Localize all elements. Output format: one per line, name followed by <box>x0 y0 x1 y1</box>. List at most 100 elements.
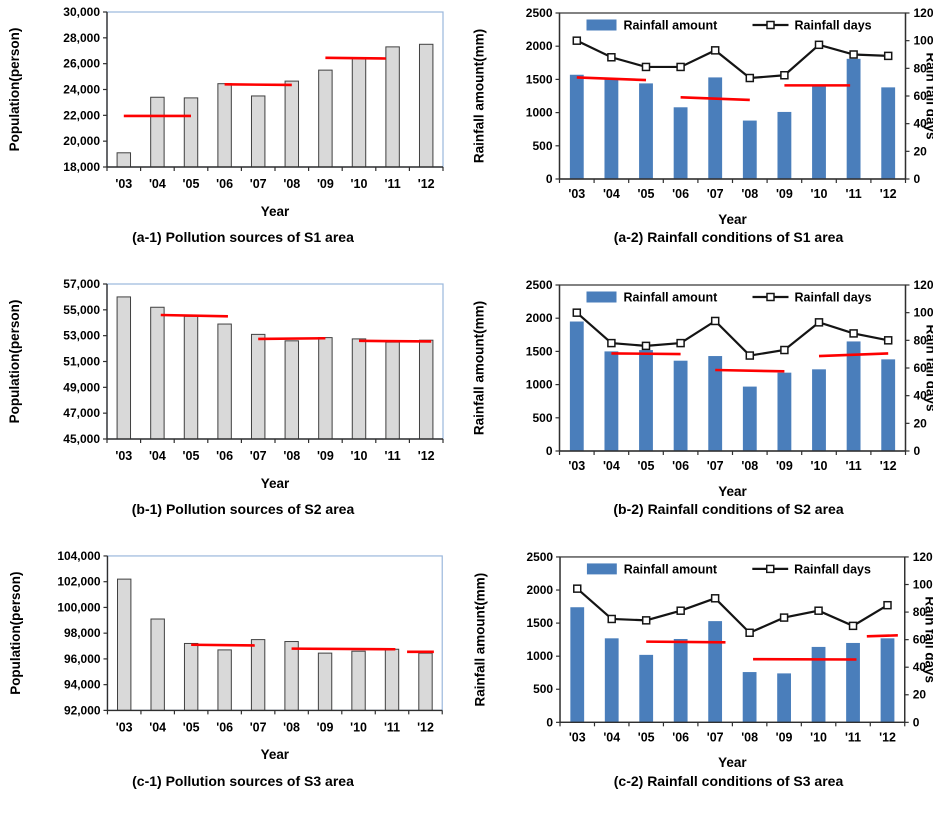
rainfall-amount-bar-'09 <box>777 673 791 723</box>
rainfall-days-marker-'05 <box>641 62 651 72</box>
rainfall-days-marker-'12 <box>883 336 893 345</box>
y-right-tick-label: 40 <box>913 660 927 674</box>
x-tick-label: '06 <box>672 187 689 201</box>
x-tick-label: '11 <box>385 449 401 463</box>
x-axis-title: Year <box>261 747 290 762</box>
x-tick-label: '12 <box>880 459 897 473</box>
rainfall-amount-bar-'03 <box>570 607 585 723</box>
population-bar-'08 <box>284 641 299 711</box>
rainfall-days-marker-'12 <box>883 51 893 61</box>
y-tick-label: 22,000 <box>63 108 100 122</box>
x-tick-label: '10 <box>811 187 828 201</box>
x-tick-label: '08 <box>283 720 300 734</box>
y-tick-label: 102,000 <box>57 575 101 589</box>
legend-label-rainfall-days: Rainfall days <box>795 19 872 33</box>
rainfall-days-marker-'08 <box>745 628 754 637</box>
x-tick-label: '04 <box>149 177 166 191</box>
legend-label-rainfall-days: Rainfall days <box>795 291 872 305</box>
chart-a1-canvas: 18,000 20,000 22,000 24,000 26,000 28,000 30,0… <box>7 5 444 219</box>
y-axis-title: Population(person) <box>8 572 23 695</box>
rainfall-amount-bar-'08 <box>742 120 757 179</box>
population-bar-'10 <box>351 338 367 440</box>
legend-label-rainfall-amount: Rainfall amount <box>624 291 719 305</box>
x-tick-label: '09 <box>317 449 334 463</box>
rainfall-days-marker-'10 <box>814 318 824 327</box>
y-axis-title: Population(person) <box>7 28 22 152</box>
trend-red-line-3 <box>325 56 386 60</box>
x-tick-label: '12 <box>879 730 896 744</box>
x-tick-label: '04 <box>603 187 620 201</box>
y-tick-label: 45,000 <box>63 432 100 446</box>
chart-c2-canvas: 0 500 1000 1500 2000 2500 0 20 40 60 80 100 120 '03 '0… <box>472 550 933 770</box>
x-tick-label: '05 <box>183 449 200 463</box>
y-tick-label: 2000 <box>526 583 553 597</box>
rainfall-amount-bar-'06 <box>673 638 688 723</box>
rainfall-amount-bar-'05 <box>639 83 653 179</box>
rainfall-days-marker-'11 <box>849 50 858 59</box>
rainfall-amount-bar-'10 <box>812 86 826 179</box>
x-tick-label: '03 <box>115 177 132 191</box>
x-tick-label: '10 <box>351 449 368 463</box>
y-right-tick-label: 100 <box>914 34 933 48</box>
population-bar-'03 <box>116 152 132 168</box>
x-tick-label: '10 <box>810 730 827 744</box>
x-tick-label: '11 <box>846 187 862 201</box>
rainfall-days-marker-'06 <box>676 606 685 615</box>
x-tick-label: '09 <box>317 177 334 191</box>
y-tick-label: 47,000 <box>63 406 100 420</box>
population-bar-'05 <box>183 97 199 168</box>
population-bar-'11 <box>385 46 400 168</box>
x-tick-label: '05 <box>638 187 655 201</box>
rainfall-days-marker-'09 <box>779 613 789 622</box>
y-tick-label: 98,000 <box>64 626 101 640</box>
rainfall-amount-bar-'09 <box>777 111 792 179</box>
trend-red-line-1 <box>646 640 726 644</box>
x-tick-label: '05 <box>183 720 200 734</box>
chart-a2-title: (a-2) Rainfall conditions of S1 area <box>613 229 844 245</box>
rainfall-days-marker-'06 <box>676 62 685 72</box>
y-right-tick-label: 20 <box>914 144 928 158</box>
y-axis-right-title: Rain fall days <box>924 52 933 139</box>
y-tick-label: 500 <box>532 411 552 425</box>
chart-b1-canvas: 45,000 47,000 49,000 51,000 53,000 55,000 57,0… <box>7 277 444 491</box>
x-tick-label: '03 <box>115 449 132 463</box>
population-bar-'08 <box>284 340 300 440</box>
trend-red-line-1 <box>191 643 255 647</box>
y-tick-label: 500 <box>532 139 552 153</box>
x-tick-label: '04 <box>149 720 166 734</box>
rainfall-days-marker-'09 <box>780 345 789 355</box>
y-right-tick-label: 60 <box>914 361 928 375</box>
x-tick-label: '04 <box>603 459 620 473</box>
rainfall-amount-bar-'11 <box>846 58 861 179</box>
rainfall-days-marker-'11 <box>849 329 858 338</box>
rainfall-amount-bar-'10 <box>811 646 826 723</box>
y-right-tick-label: 100 <box>913 578 933 592</box>
trend-red-line-1 <box>160 313 228 318</box>
trend-red-line-3 <box>818 352 889 358</box>
x-tick-label: '09 <box>776 187 793 201</box>
y-tick-label: 0 <box>546 715 553 729</box>
population-bar-'04 <box>150 306 165 440</box>
y-right-tick-label: 80 <box>914 333 928 347</box>
population-bar-'07 <box>250 95 266 168</box>
x-tick-label: '12 <box>418 449 435 463</box>
rainfall-days-marker-'09 <box>780 71 789 80</box>
chart-b2-rainfall-s2: 0 500 1000 1500 2000 2500 0 20 40 60 80 100 120 '03 '0… <box>466 272 933 544</box>
rainfall-days-line <box>576 39 889 80</box>
rainfall-days-line <box>576 587 889 635</box>
population-bar-'06 <box>217 649 232 711</box>
rainfall-days-marker-'08 <box>745 351 755 360</box>
rainfall-days-marker-'03 <box>572 36 582 45</box>
x-tick-label: '07 <box>707 187 724 201</box>
x-tick-label: '12 <box>417 720 434 734</box>
x-tick-label: '05 <box>183 177 200 191</box>
chart-b1-pollution-s2: 45,000 47,000 49,000 51,000 53,000 55,000 57,0… <box>0 272 466 544</box>
chart-c1-title: (c-1) Pollution sources of S3 area <box>132 773 354 789</box>
y-tick-label: 100,000 <box>57 600 101 614</box>
y-tick-label: 1000 <box>526 378 553 392</box>
x-tick-label: '06 <box>216 720 233 734</box>
rainfall-amount-bar-'08 <box>742 672 757 723</box>
legend-label-rainfall-amount: Rainfall amount <box>624 19 719 33</box>
population-bar-'08 <box>284 80 300 168</box>
